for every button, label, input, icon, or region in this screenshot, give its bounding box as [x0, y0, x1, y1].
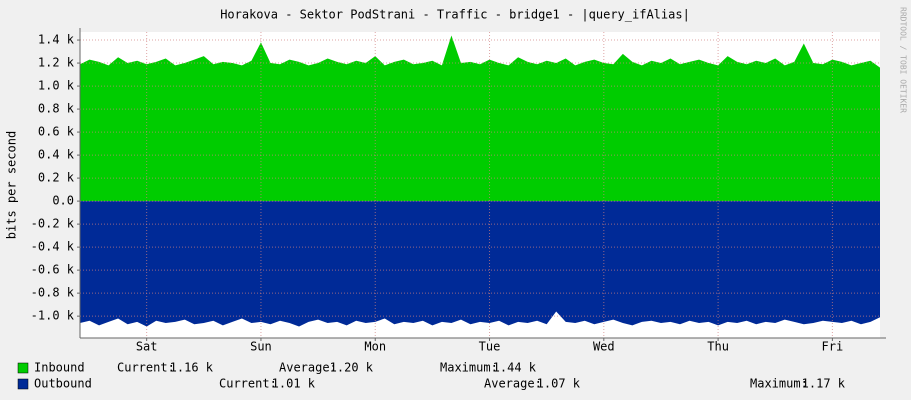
y-tick-label: -0.2 k	[31, 217, 75, 231]
y-tick-label: 1.0 k	[38, 79, 75, 93]
legend-stat-label: Maximum:	[440, 361, 498, 375]
y-tick-label: -0.6 k	[31, 263, 75, 277]
legend-stat-value: 1.17 k	[802, 377, 846, 391]
y-tick-label: 0.2 k	[38, 171, 75, 185]
y-axis-label: bits per second	[5, 131, 19, 239]
legend-stat-value: 1.16 k	[170, 361, 214, 375]
watermark: RRDTOOL / TOBI OETIKER	[899, 7, 908, 113]
legend-stat-label: Average:	[484, 377, 542, 391]
legend-stat-value: 1.07 k	[537, 377, 581, 391]
y-tick-label: 0.8 k	[38, 102, 75, 116]
x-tick-label: Fri	[822, 340, 844, 354]
x-tick-label: Sun	[250, 340, 272, 354]
legend-stat-label: Average:	[279, 361, 337, 375]
legend-label: Outbound	[34, 377, 92, 391]
legend-stat-value: 1.01 k	[272, 377, 316, 391]
legend-stat-value: 1.44 k	[493, 361, 537, 375]
legend-stat-label: Current:	[117, 361, 175, 375]
x-tick-label: Tue	[479, 340, 501, 354]
legend-swatch	[17, 362, 29, 374]
y-tick-label: 1.4 k	[38, 33, 75, 47]
area	[80, 201, 880, 327]
y-tick-label: -1.0 k	[31, 309, 75, 323]
y-tick-label: -0.4 k	[31, 240, 75, 254]
y-tick-label: -0.8 k	[31, 286, 75, 300]
y-tick-label: 0.4 k	[38, 148, 75, 162]
x-tick-label: Sat	[136, 340, 158, 354]
legend-stat-label: Current:	[219, 377, 277, 391]
x-tick-label: Thu	[707, 340, 729, 354]
x-tick-label: Wed	[593, 340, 615, 354]
chart-title: Horakova - Sektor PodStrani - Traffic - …	[220, 8, 690, 22]
y-tick-label: 0.0	[52, 194, 74, 208]
legend-swatch	[17, 378, 29, 390]
legend-label: Inbound	[34, 361, 85, 375]
x-tick-label: Mon	[364, 340, 386, 354]
y-tick-label: 1.2 k	[38, 56, 75, 70]
y-tick-label: 0.6 k	[38, 125, 75, 139]
legend-stat-label: Maximum:	[750, 377, 808, 391]
legend-stat-value: 1.20 k	[330, 361, 374, 375]
area	[80, 35, 880, 202]
